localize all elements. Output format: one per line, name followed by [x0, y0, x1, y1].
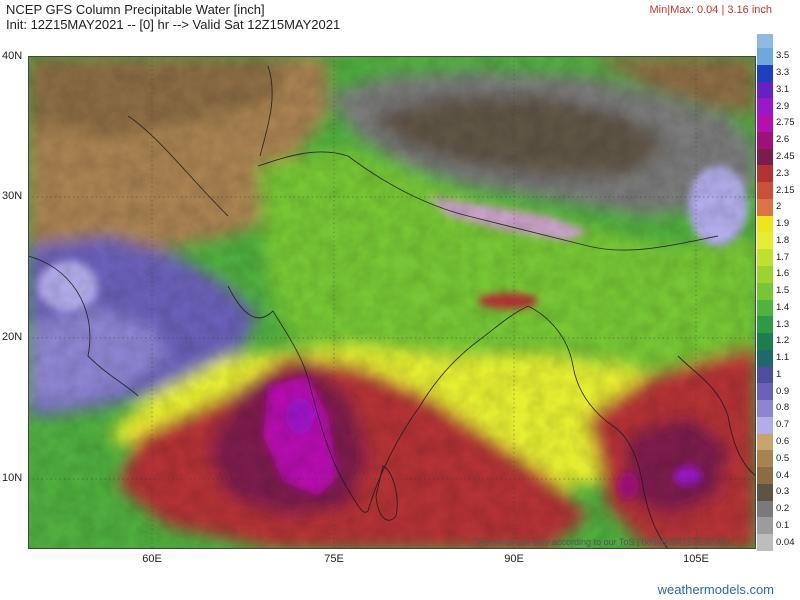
legend-label: 1.1 — [776, 352, 790, 364]
legend-swatch — [757, 249, 773, 267]
lat-label-20n: 20N — [2, 331, 23, 343]
legend-swatch — [757, 81, 773, 99]
color-scale-legend: 3.5 3.3 3.1 2.9 2.75 2.6 2.45 2.3 2.15 2 1.9 1.8 1.7… — [757, 34, 800, 565]
legend-label: 2.3 — [776, 167, 790, 179]
legend-label: 2 — [776, 201, 782, 213]
precipitable-water-map — [28, 56, 756, 549]
legend-label: 3.1 — [776, 83, 790, 95]
legend-swatch — [757, 517, 773, 535]
legend-label: 2.6 — [776, 134, 790, 146]
legend-label: 0.1 — [776, 519, 790, 531]
legend-label: 2.45 — [776, 150, 795, 162]
legend-swatch — [757, 198, 773, 217]
legend-label: 2.9 — [776, 100, 790, 112]
legend-label: 0.7 — [776, 419, 790, 431]
legend-label: 0.04 — [776, 536, 795, 548]
lon-label-105e: 105E — [683, 553, 709, 565]
legend-label: 1.8 — [776, 234, 790, 246]
usage-disclaimer: Personal use only according to our ToS |… — [478, 537, 735, 547]
legend-swatch — [757, 366, 773, 384]
legend-label: 1.9 — [776, 218, 790, 230]
lon-label-75e: 75E — [324, 553, 344, 565]
lon-label-90e: 90E — [504, 553, 524, 565]
legend-swatch — [757, 215, 773, 233]
legend-label: 2.75 — [776, 117, 795, 129]
legend-label: 0.6 — [776, 436, 790, 448]
site-credit[interactable]: weathermodels.com — [657, 582, 774, 597]
legend-swatch — [757, 232, 773, 250]
legend-label: 0.3 — [776, 486, 790, 498]
legend-swatch — [757, 349, 773, 368]
legend-swatch — [757, 534, 773, 552]
legend-label: 0.4 — [776, 469, 790, 481]
legend-swatch — [757, 98, 773, 116]
lat-label-40n: 40N — [2, 50, 23, 62]
legend-label: 3.3 — [776, 67, 790, 79]
legend-label: 1.7 — [776, 251, 790, 263]
legend-label: 1.5 — [776, 285, 790, 297]
legend-swatch — [757, 265, 773, 284]
legend-swatch — [757, 400, 773, 418]
legend-swatch — [757, 500, 773, 518]
legend-swatch — [757, 115, 773, 133]
legend-label: 0.8 — [776, 402, 790, 414]
legend-label: 1.4 — [776, 301, 790, 313]
legend-swatch — [757, 383, 773, 401]
legend-swatch — [757, 333, 773, 351]
legend-label: 1.6 — [776, 268, 790, 280]
legend-swatch — [757, 450, 773, 468]
legend-swatch — [757, 165, 773, 183]
map-title: NCEP GFS Column Precipitable Water [inch… — [6, 2, 265, 17]
init-valid-line: Init: 12Z15MAY2021 -- [0] hr --> Valid S… — [6, 17, 341, 32]
legend-label: 2.15 — [776, 184, 795, 196]
legend-cap — [757, 34, 773, 48]
legend-label: 1 — [776, 368, 782, 380]
legend-swatch — [757, 131, 773, 150]
legend-swatch — [757, 483, 773, 502]
legend-swatch — [757, 416, 773, 435]
legend-label: 3.5 — [776, 50, 790, 62]
legend-label: 0.5 — [776, 452, 790, 464]
legend-swatch — [757, 64, 773, 83]
lon-label-60e: 60E — [142, 553, 162, 565]
legend-label: 1.3 — [776, 318, 790, 330]
legend-label: 0.2 — [776, 503, 790, 515]
lat-label-10n: 10N — [2, 472, 23, 484]
legend-label: 0.9 — [776, 385, 790, 397]
lat-label-30n: 30N — [2, 190, 23, 202]
legend-swatch — [757, 316, 773, 334]
legend-swatch — [757, 299, 773, 317]
legend-swatch — [757, 148, 773, 166]
legend-swatch — [757, 433, 773, 451]
legend-swatch — [757, 182, 773, 200]
legend-swatch — [757, 467, 773, 485]
legend-label: 1.2 — [776, 335, 790, 347]
legend-swatch — [757, 48, 773, 66]
min-max-readout: Min|Max: 0.04 | 3.16 inch — [649, 4, 773, 16]
legend-swatch — [757, 282, 773, 300]
